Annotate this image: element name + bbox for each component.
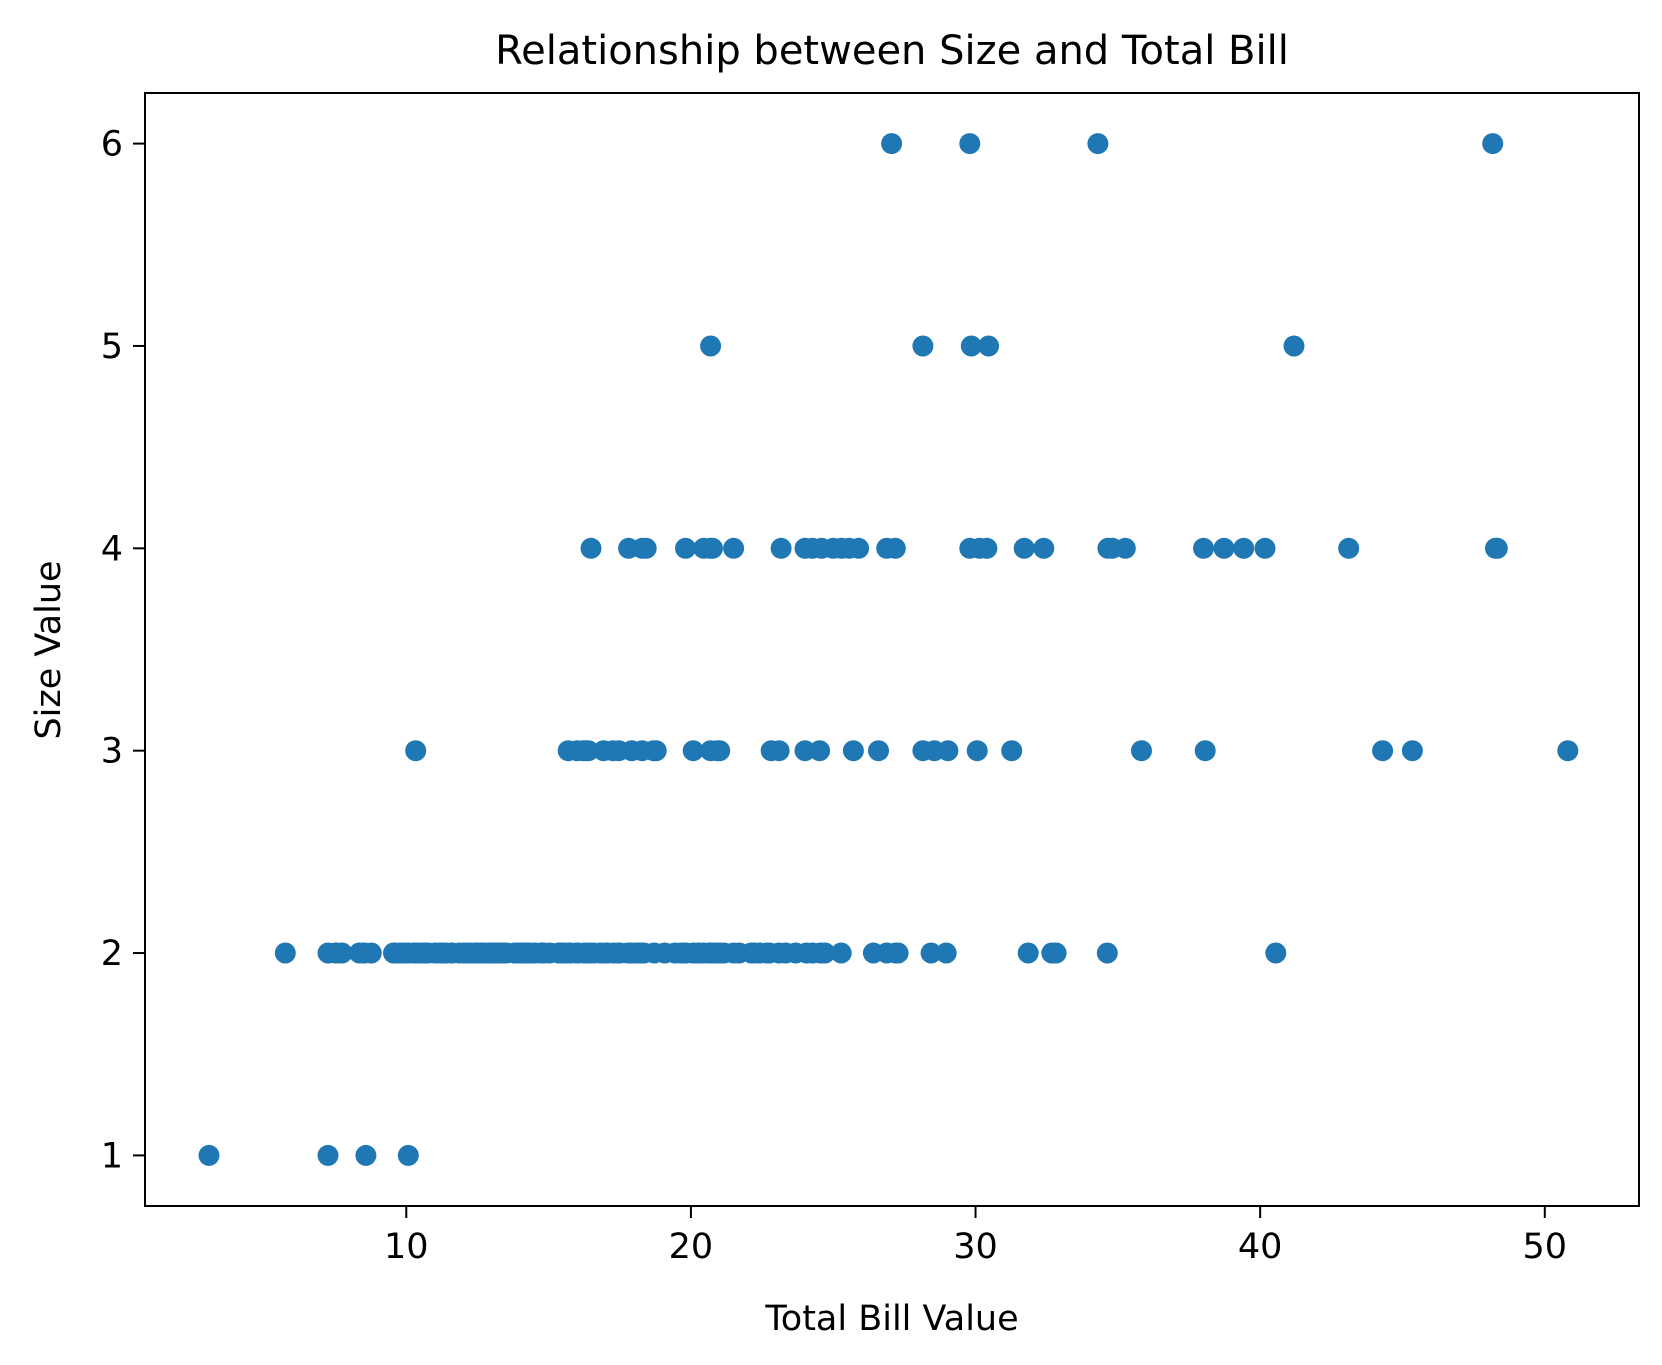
data-point (1194, 740, 1216, 762)
data-point (317, 1144, 339, 1166)
chart-title: Relationship between Size and Total Bill (495, 28, 1289, 74)
plot-frame (144, 92, 1640, 1207)
data-point (1265, 942, 1287, 964)
x-tick-label: 10 (384, 1227, 429, 1267)
x-tick-label: 40 (1238, 1227, 1283, 1267)
x-tick-label: 50 (1523, 1227, 1568, 1267)
data-point (702, 537, 723, 559)
data-point (1087, 133, 1109, 155)
y-tick-label: 1 (101, 1136, 123, 1176)
data-point (814, 942, 836, 964)
data-point (709, 740, 731, 762)
data-point (577, 740, 599, 762)
data-point (1486, 537, 1508, 559)
data-point (1233, 537, 1255, 559)
y-tick-label: 5 (101, 327, 123, 367)
data-point (1096, 942, 1118, 964)
data-point (935, 942, 957, 964)
data-point (700, 335, 722, 357)
data-point (635, 537, 657, 559)
data-point (1017, 942, 1039, 964)
points-layer (198, 133, 1579, 1166)
data-point (959, 133, 981, 155)
x-tick-label: 30 (953, 1227, 998, 1267)
data-point (353, 942, 375, 964)
data-point (912, 335, 934, 357)
data-point (1013, 537, 1035, 559)
data-point (978, 335, 1000, 357)
data-point (355, 1144, 377, 1166)
data-point (960, 335, 982, 357)
data-point (1338, 537, 1360, 559)
x-tick-label: 20 (669, 1227, 714, 1267)
data-point (1557, 740, 1579, 762)
y-axis: 1 2 3 4 5 6 (101, 125, 145, 1176)
y-axis-label: Size Value (29, 560, 69, 739)
data-point (1045, 942, 1067, 964)
data-point (1254, 537, 1276, 559)
data-point (920, 942, 942, 964)
data-point (675, 537, 696, 559)
data-point (768, 740, 790, 762)
data-point (1482, 133, 1504, 155)
data-point (809, 740, 831, 762)
data-point (868, 740, 889, 762)
data-point (848, 537, 870, 559)
data-point (976, 537, 998, 559)
data-point (842, 740, 864, 762)
data-point (1193, 537, 1214, 559)
data-point (1131, 740, 1152, 762)
y-tick-label: 2 (101, 934, 123, 974)
data-point (794, 740, 816, 762)
y-tick-label: 3 (101, 732, 123, 772)
data-point (966, 740, 988, 762)
data-point (1001, 740, 1023, 762)
x-axis-label: Total Bill Value (764, 1299, 1018, 1339)
data-point (881, 133, 903, 155)
data-point (274, 942, 296, 964)
y-tick-label: 4 (101, 529, 123, 569)
data-point (580, 537, 602, 559)
data-point (937, 740, 959, 762)
data-point (198, 1144, 220, 1166)
data-point (326, 942, 348, 964)
data-point (405, 740, 427, 762)
data-point (645, 740, 667, 762)
y-tick-label: 6 (101, 125, 123, 165)
data-point (723, 537, 745, 559)
data-point (1213, 537, 1235, 559)
data-point (682, 740, 704, 762)
data-point (1114, 537, 1136, 559)
data-point (830, 942, 852, 964)
data-point (1372, 740, 1394, 762)
data-point (887, 942, 909, 964)
data-point (1033, 537, 1055, 559)
x-axis: 10 20 30 40 50 (384, 1206, 1567, 1267)
data-point (1283, 335, 1305, 357)
data-point (397, 1144, 419, 1166)
data-point (1401, 740, 1423, 762)
data-point (770, 537, 792, 559)
data-point (884, 537, 906, 559)
